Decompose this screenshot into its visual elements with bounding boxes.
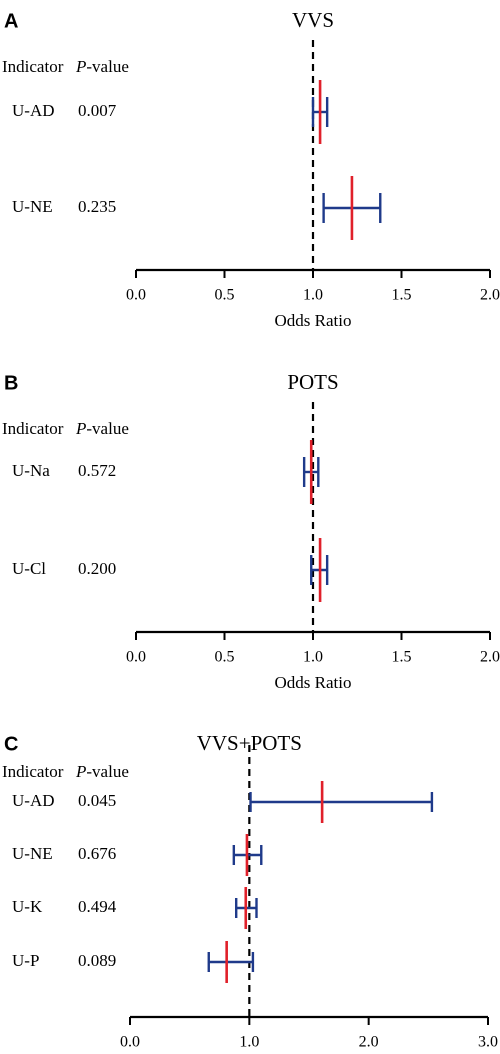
x-tick-label: 0.5 <box>215 649 235 666</box>
row-p-value: 0.676 <box>78 844 116 863</box>
row-indicator: U-AD <box>12 101 55 120</box>
x-tick-label: 2.0 <box>480 287 500 304</box>
x-tick-label: 3.0 <box>478 1034 498 1051</box>
row-indicator: U-P <box>12 951 39 970</box>
forest-row: U-NE 0.235 <box>12 176 382 240</box>
x-tick-label: 0.0 <box>126 649 146 666</box>
header-indicator: Indicator <box>2 57 64 76</box>
panel-b: B POTS Indicator P-value U-Na 0.572 U-Cl 0.200 0… <box>2 370 500 692</box>
forest-row: U-NE 0.676 <box>12 834 263 876</box>
row-indicator: U-NE <box>12 197 53 216</box>
x-tick-label: 0.0 <box>126 287 146 304</box>
forest-row: U-Na 0.572 <box>12 440 320 504</box>
row-p-value: 0.200 <box>78 559 116 578</box>
forest-row: U-AD 0.007 <box>12 80 329 144</box>
panel-a: A VVS Indicator P-value U-AD 0.007 U-NE 0.235 0.… <box>2 8 500 330</box>
row-p-value: 0.089 <box>78 951 116 970</box>
row-indicator: U-NE <box>12 844 53 863</box>
x-tick-label: 1.0 <box>303 287 323 304</box>
x-tick-label: 2.0 <box>359 1034 379 1051</box>
x-tick-label: 1.0 <box>303 649 323 666</box>
header-p-value: P-value <box>75 57 129 76</box>
forest-row: U-P 0.089 <box>12 941 255 983</box>
x-tick-label: 2.0 <box>480 649 500 666</box>
header-indicator: Indicator <box>2 762 64 781</box>
row-indicator: U-K <box>12 897 43 916</box>
header-p-value: P-value <box>75 419 129 438</box>
header-indicator: Indicator <box>2 419 64 438</box>
x-tick-label: 0.0 <box>120 1034 140 1051</box>
row-indicator: U-Cl <box>12 559 46 578</box>
panel-title: POTS <box>287 370 338 394</box>
forest-row: U-Cl 0.200 <box>12 538 329 602</box>
x-axis-label: Odds Ratio <box>275 311 352 330</box>
panel-title: VVS <box>292 8 334 32</box>
x-tick-label: 1.0 <box>239 1034 259 1051</box>
forest-row: U-AD 0.045 <box>12 781 434 823</box>
row-p-value: 0.007 <box>78 101 117 120</box>
row-p-value: 0.572 <box>78 461 116 480</box>
forest-row: U-K 0.494 <box>12 887 258 929</box>
row-p-value: 0.045 <box>78 791 116 810</box>
row-indicator: U-Na <box>12 461 50 480</box>
header-p-value: P-value <box>75 762 129 781</box>
panel-letter: C <box>4 733 18 755</box>
row-indicator: U-AD <box>12 791 55 810</box>
x-tick-label: 0.5 <box>215 287 235 304</box>
x-tick-label: 1.5 <box>392 287 412 304</box>
panel-letter: A <box>4 10 18 32</box>
row-p-value: 0.494 <box>78 897 117 916</box>
x-axis-label: Odds Ratio <box>275 673 352 692</box>
row-p-value: 0.235 <box>78 197 116 216</box>
panel-letter: B <box>4 372 18 394</box>
x-tick-label: 1.5 <box>392 649 412 666</box>
